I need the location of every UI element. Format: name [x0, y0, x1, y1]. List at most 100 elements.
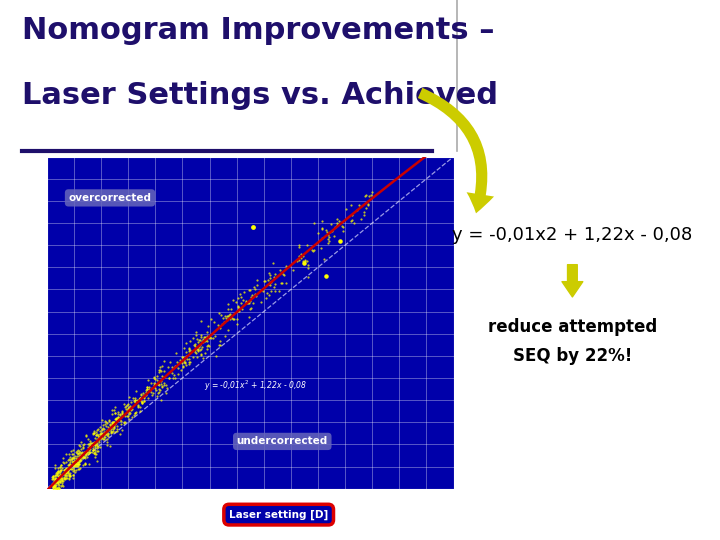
Point — [220, 311, 231, 320]
Point — [90, 434, 102, 442]
Point — [89, 448, 101, 457]
Point — [160, 388, 171, 397]
Point — [130, 396, 141, 405]
Point — [99, 431, 110, 440]
Point — [166, 369, 178, 377]
Point — [361, 191, 372, 199]
Point — [86, 438, 97, 447]
Point — [202, 334, 213, 343]
Point — [202, 342, 213, 350]
Point — [214, 337, 225, 346]
Point — [177, 362, 189, 371]
Point — [153, 381, 164, 389]
Point — [140, 387, 152, 396]
Point — [148, 388, 159, 397]
Point — [135, 390, 147, 399]
Point — [330, 215, 342, 224]
Point — [60, 474, 72, 482]
Point — [82, 446, 94, 455]
Point — [51, 470, 63, 478]
Point — [55, 468, 66, 477]
Point — [235, 299, 246, 307]
Point — [135, 396, 147, 405]
Title: Laser Settings vs Achieved    1166 eyes: Laser Settings vs Achieved 1166 eyes — [160, 145, 341, 154]
Point — [207, 333, 218, 342]
Point — [105, 423, 117, 431]
Point — [63, 471, 75, 480]
Point — [161, 381, 172, 389]
Point — [50, 471, 61, 480]
Point — [122, 411, 133, 420]
Point — [63, 456, 74, 464]
Point — [49, 474, 60, 483]
Point — [95, 434, 107, 442]
Point — [137, 397, 148, 406]
Point — [94, 422, 106, 431]
Point — [74, 441, 86, 450]
Point — [197, 335, 209, 343]
Point — [66, 454, 78, 462]
Point — [50, 484, 61, 492]
Point — [74, 464, 86, 472]
Point — [52, 472, 63, 481]
Point — [73, 460, 84, 468]
Point — [50, 478, 62, 487]
Point — [119, 412, 130, 421]
Point — [89, 440, 101, 449]
Point — [61, 464, 73, 472]
Point — [366, 191, 377, 200]
Point — [79, 459, 91, 468]
Point — [83, 444, 94, 453]
Point — [102, 428, 114, 437]
Point — [101, 428, 112, 437]
Point — [308, 219, 320, 227]
Point — [205, 329, 217, 338]
Point — [47, 481, 58, 490]
Point — [260, 294, 271, 302]
Point — [65, 470, 76, 479]
Point — [201, 337, 212, 346]
Point — [86, 448, 98, 456]
Point — [60, 450, 71, 458]
Point — [106, 427, 117, 436]
Point — [111, 415, 122, 423]
Point — [153, 384, 165, 393]
Point — [149, 375, 161, 383]
Point — [112, 424, 123, 433]
Point — [112, 408, 124, 417]
Point — [53, 471, 65, 480]
Point — [116, 413, 127, 421]
Point — [194, 343, 205, 352]
Point — [53, 476, 65, 485]
Point — [71, 456, 83, 464]
Point — [84, 448, 95, 456]
Point — [57, 454, 68, 463]
Point — [48, 472, 59, 481]
Point — [99, 433, 111, 441]
Point — [90, 431, 102, 440]
Point — [84, 448, 95, 457]
Point — [68, 446, 79, 454]
Point — [133, 395, 145, 403]
Point — [84, 448, 96, 457]
Point — [116, 409, 127, 417]
Point — [83, 446, 94, 454]
Point — [50, 476, 61, 484]
Point — [328, 232, 340, 241]
Point — [57, 481, 68, 490]
Point — [52, 483, 63, 492]
Point — [76, 448, 88, 456]
Point — [68, 457, 80, 465]
Point — [57, 477, 68, 485]
Point — [91, 441, 102, 450]
Point — [89, 453, 101, 461]
Point — [147, 384, 158, 393]
Point — [150, 380, 161, 388]
Point — [346, 211, 358, 219]
Point — [155, 395, 166, 404]
Point — [151, 392, 163, 400]
Point — [148, 373, 160, 382]
Point — [184, 360, 195, 368]
Point — [331, 220, 343, 229]
Point — [54, 473, 66, 482]
